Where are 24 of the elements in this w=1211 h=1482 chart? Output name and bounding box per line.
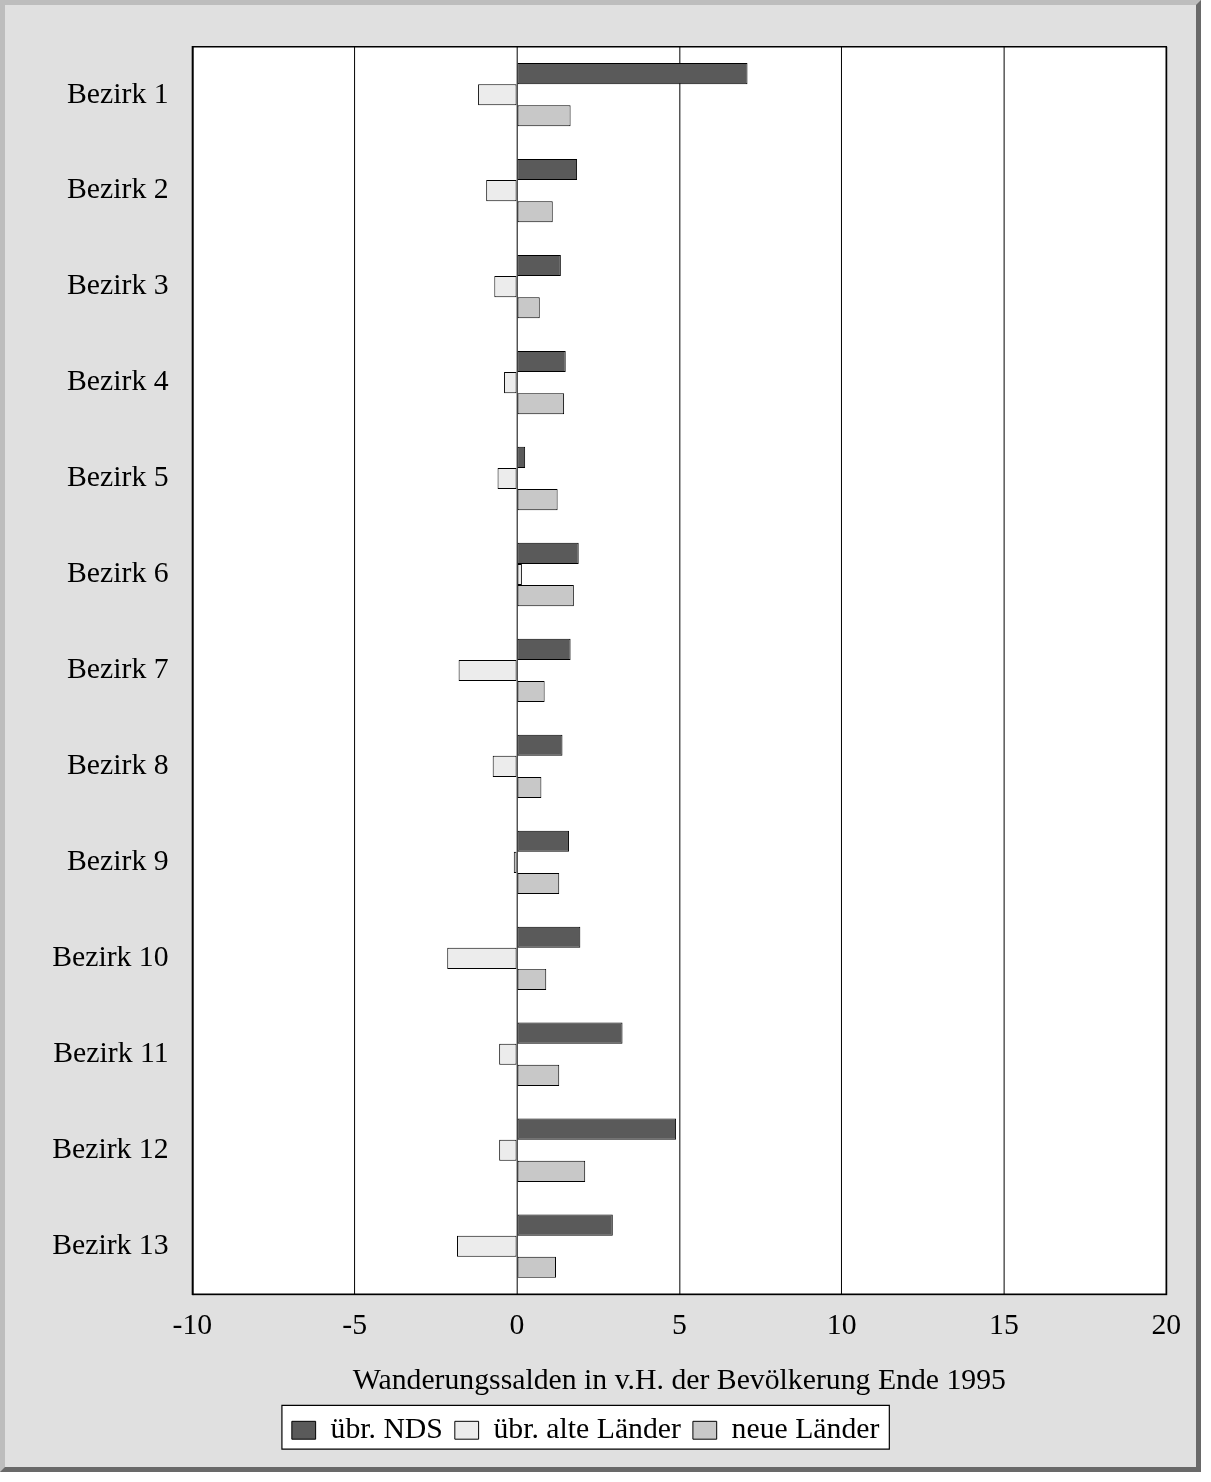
y-tick-label: Bezirk 4: [67, 363, 169, 397]
x-tick-label: 15: [989, 1306, 1019, 1340]
x-tick-label: 5: [671, 1306, 687, 1340]
y-tick-label: Bezirk 10: [52, 939, 169, 973]
y-tick-label: Bezirk 3: [67, 267, 169, 301]
y-tick-label: Bezirk 2: [67, 171, 169, 205]
x-tick-label: 10: [826, 1306, 857, 1340]
x-tick-label: -10: [172, 1306, 213, 1340]
legend-label: neue Länder: [731, 1411, 880, 1445]
legend-label: übr. alte Länder: [493, 1411, 682, 1445]
legend-label: übr. NDS: [330, 1411, 443, 1445]
y-tick-label: Bezirk 12: [52, 1131, 169, 1165]
x-tick-label: 0: [509, 1306, 525, 1340]
x-tick-label: -5: [342, 1306, 368, 1340]
y-tick-label: Bezirk 5: [67, 459, 169, 493]
y-tick-label: Bezirk 7: [67, 651, 169, 685]
x-tick-label: 20: [1151, 1306, 1182, 1340]
x-axis-title: Wanderungssalden in v.H. der Bevölkerung Ende 1995: [352, 1362, 1006, 1396]
y-tick-label: Bezirk 11: [53, 1035, 169, 1069]
y-tick-label: Bezirk 6: [67, 555, 169, 589]
y-tick-label: Bezirk 13: [52, 1227, 169, 1261]
y-tick-label: Bezirk 1: [67, 75, 169, 109]
y-tick-label: Bezirk 9: [67, 843, 169, 877]
y-tick-label: Bezirk 8: [67, 747, 169, 781]
